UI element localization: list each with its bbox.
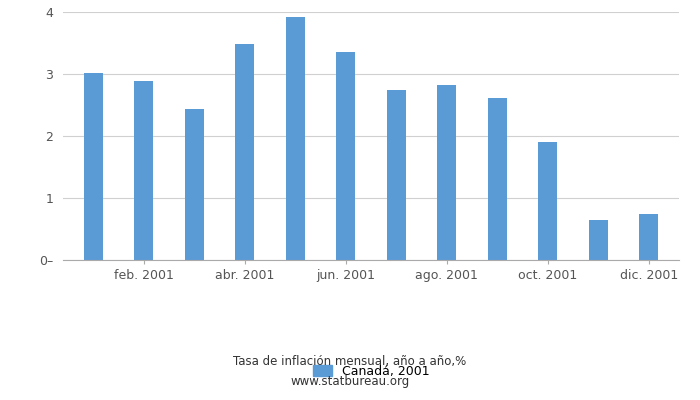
Bar <box>386 90 406 260</box>
Bar <box>235 44 254 260</box>
Bar <box>488 98 507 260</box>
Bar <box>134 82 153 260</box>
Bar <box>538 142 557 260</box>
Bar <box>185 109 204 260</box>
Bar <box>589 220 608 260</box>
Legend: Canadá, 2001: Canadá, 2001 <box>308 360 434 383</box>
Text: Tasa de inflación mensual, año a año,%: Tasa de inflación mensual, año a año,% <box>233 356 467 368</box>
Bar <box>336 52 356 260</box>
Bar <box>286 17 305 260</box>
Text: www.statbureau.org: www.statbureau.org <box>290 376 410 388</box>
Bar <box>437 84 456 260</box>
Bar <box>639 214 658 260</box>
Bar <box>84 73 103 260</box>
